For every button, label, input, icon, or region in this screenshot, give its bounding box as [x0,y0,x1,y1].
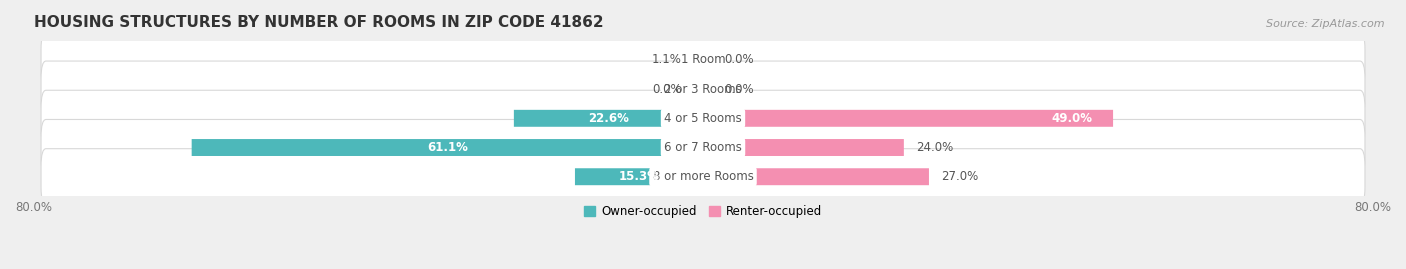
Text: 49.0%: 49.0% [1052,112,1092,125]
FancyBboxPatch shape [41,119,1365,176]
Text: HOUSING STRUCTURES BY NUMBER OF ROOMS IN ZIP CODE 41862: HOUSING STRUCTURES BY NUMBER OF ROOMS IN… [34,15,603,30]
Text: 4 or 5 Rooms: 4 or 5 Rooms [664,112,742,125]
Text: 6 or 7 Rooms: 6 or 7 Rooms [664,141,742,154]
FancyBboxPatch shape [575,168,703,185]
Text: 15.3%: 15.3% [619,170,659,183]
Text: 24.0%: 24.0% [917,141,953,154]
Text: 61.1%: 61.1% [427,141,468,154]
FancyBboxPatch shape [41,90,1365,146]
Text: 0.0%: 0.0% [652,83,682,95]
Text: 1 Room: 1 Room [681,53,725,66]
Text: 22.6%: 22.6% [588,112,628,125]
Legend: Owner-occupied, Renter-occupied: Owner-occupied, Renter-occupied [583,205,823,218]
Text: 27.0%: 27.0% [942,170,979,183]
FancyBboxPatch shape [703,110,1114,127]
Text: 0.0%: 0.0% [724,83,754,95]
FancyBboxPatch shape [41,149,1365,205]
FancyBboxPatch shape [513,110,703,127]
FancyBboxPatch shape [41,61,1365,117]
FancyBboxPatch shape [703,168,929,185]
FancyBboxPatch shape [191,139,703,156]
FancyBboxPatch shape [703,139,904,156]
Text: 0.0%: 0.0% [724,53,754,66]
Text: Source: ZipAtlas.com: Source: ZipAtlas.com [1267,19,1385,29]
Text: 8 or more Rooms: 8 or more Rooms [652,170,754,183]
FancyBboxPatch shape [693,51,703,68]
Text: 1.1%: 1.1% [651,53,682,66]
Text: 2 or 3 Rooms: 2 or 3 Rooms [664,83,742,95]
FancyBboxPatch shape [41,32,1365,88]
